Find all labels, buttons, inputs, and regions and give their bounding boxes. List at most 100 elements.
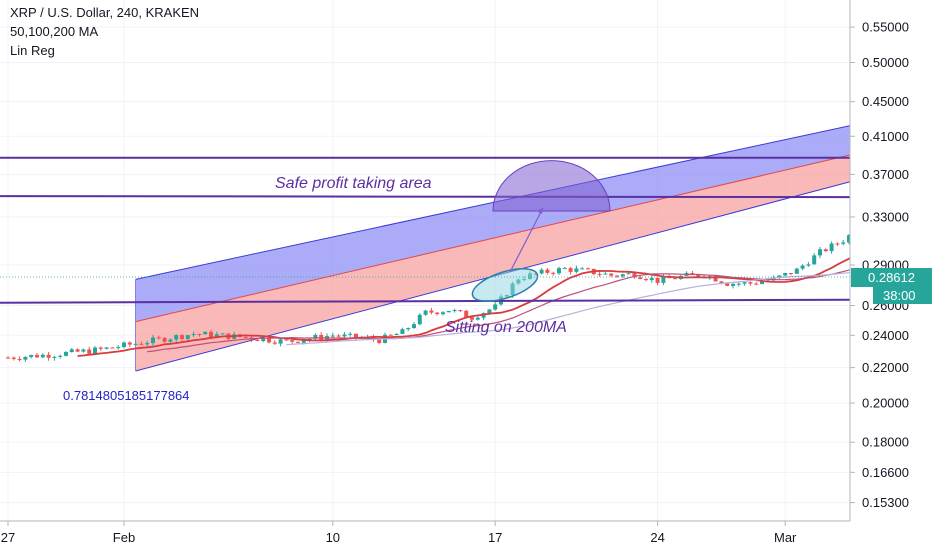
ma-indicator-label[interactable]: 50,100,200 MA — [10, 24, 99, 39]
y-tick-label: 0.50000 — [862, 55, 909, 70]
candle-body — [336, 335, 341, 337]
candle-body — [214, 334, 219, 338]
candle-body — [296, 341, 300, 343]
candle-body — [93, 347, 97, 354]
candle-body — [267, 338, 271, 343]
bar-countdown: 38:00 — [883, 288, 916, 303]
candle-body — [644, 279, 648, 281]
candle-body — [429, 310, 434, 313]
ma-200-line — [286, 255, 932, 346]
support-note-label: Sitting on 200MA — [445, 319, 567, 336]
x-tick-label: Feb — [113, 530, 135, 545]
candle-body — [823, 249, 828, 252]
candle-body — [655, 277, 660, 283]
candle-body — [487, 309, 492, 314]
candle-body — [615, 275, 619, 277]
candle-body — [243, 336, 248, 338]
candle-body — [98, 347, 103, 349]
y-tick-label: 0.20000 — [862, 396, 909, 411]
regression-channel — [135, 124, 856, 372]
candle-body — [52, 356, 57, 358]
candle-body — [847, 235, 851, 243]
candle-body — [435, 312, 440, 315]
horizontal-level-line[interactable] — [0, 298, 851, 304]
candle-body — [394, 333, 399, 335]
candle-body — [168, 339, 173, 342]
price-axis[interactable]: 0.55000 0.50000 0.45000 0.41000 0.37000 0.330… — [849, 0, 932, 521]
linreg-indicator-label[interactable]: Lin Reg — [10, 43, 55, 58]
channel-mid-line — [135, 153, 855, 323]
candle-body — [539, 269, 544, 274]
candle-body — [133, 343, 138, 345]
time-axis[interactable]: 27 Feb 10 17 24 Mar — [0, 520, 850, 545]
candle-body — [609, 273, 614, 276]
candle-body — [278, 339, 283, 344]
y-tick-label: 0.24000 — [862, 328, 909, 343]
arrow-head-icon — [536, 208, 543, 214]
candle-body — [64, 351, 68, 356]
candle-body — [696, 274, 701, 277]
projection-arrow[interactable] — [509, 207, 544, 273]
candle-body — [597, 274, 602, 276]
profit-area-arc[interactable] — [492, 160, 611, 212]
candle-body — [423, 310, 428, 315]
candle-body — [354, 333, 358, 339]
y-tick-label: 0.37000 — [862, 167, 909, 182]
candle-body — [348, 333, 353, 335]
candle-body — [760, 281, 764, 284]
candle-body — [377, 339, 382, 343]
candle-body — [400, 329, 405, 334]
y-tick-label: 0.18000 — [862, 435, 909, 450]
candle-body — [58, 355, 63, 357]
candle-body — [783, 272, 788, 276]
candle-body — [342, 334, 347, 337]
y-tick-label: 0.41000 — [862, 129, 909, 144]
candle-body — [203, 331, 208, 335]
candle-body — [46, 354, 51, 358]
y-tick-label: 0.45000 — [862, 94, 909, 109]
candle-body — [75, 349, 80, 352]
candle-body — [290, 340, 295, 342]
candle-body — [731, 283, 735, 286]
candle-body — [209, 331, 213, 338]
candle-body — [673, 278, 677, 280]
candle-body — [812, 255, 817, 265]
candle-body — [151, 337, 155, 344]
candle-body — [626, 273, 631, 275]
horizontal-level-line[interactable] — [0, 195, 851, 199]
horizontal-levels[interactable] — [0, 156, 851, 304]
candle-body — [562, 268, 567, 270]
candle-body — [255, 339, 260, 342]
moving-averages — [77, 217, 932, 357]
candle-body — [330, 335, 335, 337]
candle-body — [638, 277, 643, 280]
y-tick-label: 0.16600 — [862, 465, 909, 480]
candle-body — [835, 243, 840, 245]
drawings[interactable]: Safe profit taking area Sitting on 200MA… — [63, 160, 611, 403]
candle-body — [11, 357, 16, 359]
y-tick-label: 0.33000 — [862, 209, 909, 224]
candle-body — [586, 268, 590, 270]
candle-body — [313, 334, 318, 339]
candle-body — [574, 268, 579, 272]
support-ellipse[interactable] — [469, 262, 542, 308]
candle-body — [557, 268, 561, 274]
candle-body — [29, 354, 34, 358]
candle-body — [406, 327, 411, 330]
candle-body — [800, 265, 805, 269]
candle-body — [319, 334, 324, 340]
candle-body — [742, 282, 747, 284]
candle-body — [736, 283, 741, 285]
y-tick-label: 0.55000 — [862, 20, 909, 35]
candle-body — [748, 282, 753, 284]
candle-body — [104, 347, 109, 349]
candle-body — [794, 268, 799, 274]
last-price-value: 0.28612 — [868, 270, 915, 285]
x-tick-label: Mar — [774, 530, 797, 545]
candle-body — [446, 310, 451, 313]
candle-body — [789, 272, 793, 274]
candle-body — [191, 334, 196, 336]
candle-body — [551, 272, 556, 274]
candle-body — [174, 335, 179, 340]
